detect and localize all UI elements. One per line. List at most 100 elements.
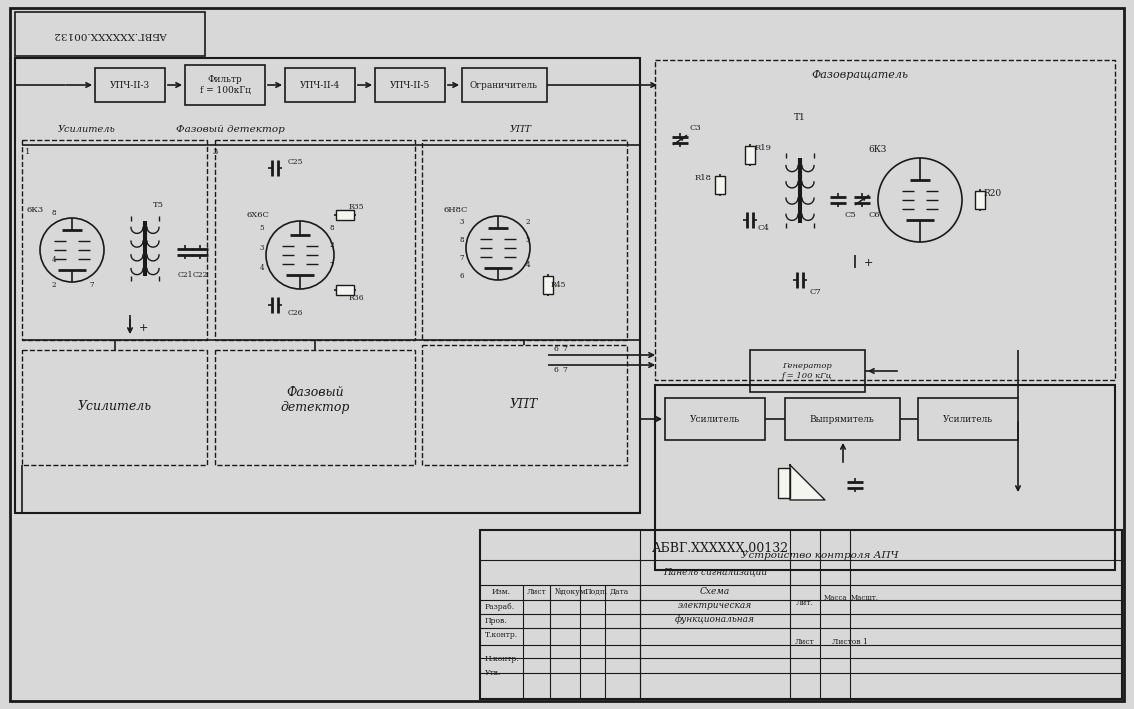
Text: Генератор
f = 100 кГц: Генератор f = 100 кГц — [781, 362, 832, 379]
Text: Усилитель: Усилитель — [689, 415, 741, 423]
Text: Фазовый
детектор: Фазовый детектор — [280, 386, 349, 414]
Bar — [185, 65, 265, 105]
Text: 6К3: 6К3 — [869, 145, 887, 155]
Bar — [95, 68, 166, 102]
Text: Устройство контроля АПЧ: Устройство контроля АПЧ — [742, 550, 899, 559]
Text: Подп.: Подп. — [585, 588, 608, 596]
Text: электрическая: электрическая — [678, 601, 752, 610]
Bar — [215, 350, 415, 465]
Text: 8: 8 — [52, 209, 57, 217]
Text: C25: C25 — [287, 158, 303, 166]
Bar — [462, 68, 547, 102]
Text: Масшт.: Масшт. — [850, 594, 879, 602]
Bar — [22, 350, 208, 465]
Bar — [543, 276, 553, 294]
Text: УПЧ-II-4: УПЧ-II-4 — [299, 81, 340, 89]
Text: Панель сигнализации: Панель сигнализации — [663, 567, 767, 576]
Text: 7: 7 — [90, 281, 94, 289]
Text: 7: 7 — [562, 345, 567, 353]
Text: Т5: Т5 — [152, 201, 163, 209]
Text: АБВГ.XXXXXX.00132: АБВГ.XXXXXX.00132 — [53, 30, 167, 38]
Text: 6Н8С: 6Н8С — [443, 206, 468, 214]
Text: УПЧ-II-5: УПЧ-II-5 — [390, 81, 430, 89]
Text: C4: C4 — [758, 224, 769, 232]
Text: Масса: Масса — [823, 594, 847, 602]
Text: 2: 2 — [526, 218, 531, 226]
Text: Утв.: Утв. — [485, 669, 501, 677]
Text: 8: 8 — [330, 224, 335, 232]
Bar — [22, 140, 208, 340]
Text: T1: T1 — [794, 113, 806, 123]
Bar — [919, 398, 1018, 440]
Bar — [422, 345, 627, 465]
Text: +: + — [138, 323, 147, 333]
Text: R18: R18 — [694, 174, 711, 182]
Text: 4: 4 — [526, 261, 531, 269]
Text: Лист: Лист — [795, 638, 815, 646]
Text: 3: 3 — [459, 218, 464, 226]
Text: Т.контр.: Т.контр. — [485, 631, 518, 639]
Text: Изм.: Изм. — [492, 588, 511, 596]
Bar — [785, 398, 900, 440]
Bar — [655, 385, 1115, 570]
Text: R19: R19 — [754, 144, 771, 152]
Text: 5: 5 — [260, 224, 264, 232]
Text: C22: C22 — [193, 271, 208, 279]
Text: Разраб.: Разраб. — [485, 603, 515, 611]
Text: 1: 1 — [25, 148, 31, 156]
Text: 7: 7 — [562, 366, 567, 374]
Bar — [665, 398, 765, 440]
Text: УПЧ-II-3: УПЧ-II-3 — [110, 81, 150, 89]
Text: УПТ: УПТ — [510, 398, 539, 411]
Text: Выпрямитель: Выпрямитель — [810, 415, 874, 423]
Bar — [745, 146, 755, 164]
Text: Ограничитель: Ограничитель — [469, 81, 538, 89]
Text: №докум.: №докум. — [555, 588, 589, 596]
Text: 5: 5 — [526, 236, 531, 244]
Text: R35: R35 — [348, 203, 364, 211]
Text: C21: C21 — [177, 271, 193, 279]
Text: +: + — [863, 258, 873, 268]
Text: Лит.: Лит. — [796, 599, 814, 607]
Text: функциональная: функциональная — [675, 615, 755, 625]
Text: 3: 3 — [260, 244, 264, 252]
Bar — [336, 285, 354, 295]
Text: 3: 3 — [212, 148, 218, 156]
Text: Схема: Схема — [700, 588, 730, 596]
Text: 6Х6С: 6Х6С — [246, 211, 270, 219]
Text: C3: C3 — [689, 124, 701, 132]
Text: 6К3: 6К3 — [26, 206, 43, 214]
Text: 6: 6 — [553, 366, 558, 374]
Bar — [375, 68, 445, 102]
Text: 2: 2 — [330, 241, 335, 249]
Text: Пров.: Пров. — [485, 617, 508, 625]
Text: R45: R45 — [550, 281, 566, 289]
Text: C6: C6 — [869, 211, 880, 219]
Bar — [716, 176, 725, 194]
Bar — [480, 530, 1122, 699]
Bar — [215, 140, 415, 340]
Text: 8: 8 — [459, 236, 464, 244]
Text: Усилитель: Усилитель — [58, 125, 116, 135]
Text: АБВГ.XXXXXX.00132: АБВГ.XXXXXX.00132 — [651, 542, 788, 554]
Text: Лист: Лист — [527, 588, 547, 596]
Text: 2: 2 — [52, 281, 57, 289]
Text: Фазовый детектор: Фазовый детектор — [176, 125, 285, 135]
Bar — [422, 140, 627, 340]
Text: 4: 4 — [52, 256, 57, 264]
Text: Н.контр.: Н.контр. — [485, 655, 519, 663]
Text: R20: R20 — [984, 189, 1002, 198]
Text: 4: 4 — [260, 264, 264, 272]
Bar — [15, 12, 205, 56]
Polygon shape — [790, 465, 826, 500]
Text: Усилитель: Усилитель — [943, 415, 993, 423]
Bar — [15, 58, 640, 513]
Text: C7: C7 — [810, 288, 821, 296]
Text: 6: 6 — [459, 272, 464, 280]
Text: Фазовращатель: Фазовращатель — [812, 70, 908, 80]
Text: 7: 7 — [330, 261, 335, 269]
Bar — [285, 68, 355, 102]
Bar — [778, 468, 790, 498]
Bar — [655, 60, 1115, 380]
Bar — [336, 210, 354, 220]
